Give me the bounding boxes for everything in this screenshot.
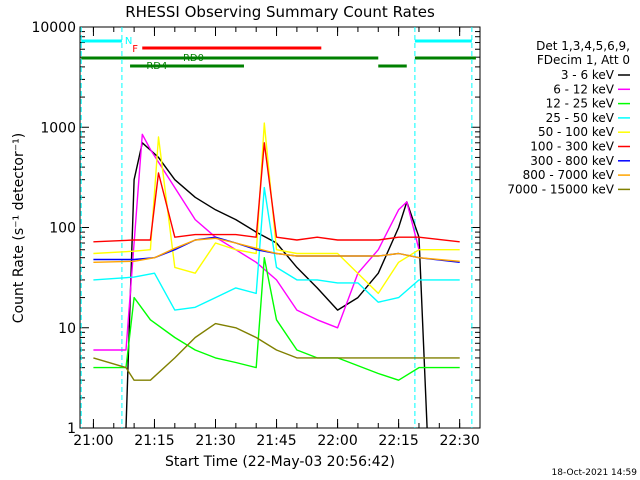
x-axis: 21:00 21:15 21:30 21:45 22:00 22:15 22:30 [73,27,481,449]
y-tick-label: 1000 [40,120,76,136]
legend: Det 1,3,4,5,6,9, FDecim 1, Att 0 3 - 6 k… [507,39,630,196]
flag-label: F [132,44,138,55]
x-tick-label: 21:00 [73,433,113,449]
y-axis: 1 10 100 1000 10000 [31,20,480,437]
y-tick-label: 10 [58,321,76,337]
legend-entry: 50 - 100 keV [538,125,615,139]
observing-flags: NF RD0 RD4 [80,27,476,428]
x-tick-label: 22:00 [317,433,357,449]
series-lines [93,122,460,429]
series-line [93,237,460,263]
legend-entry: 3 - 6 keV [561,68,615,82]
y-tick-label: 100 [49,221,76,237]
series-line [93,133,420,351]
legend-entry: 300 - 800 keV [530,154,614,168]
chart-title: RHESSI Observing Summary Count Rates [125,3,435,21]
legend-entry: 800 - 7000 keV [523,168,615,182]
series-line [93,322,460,381]
y-tick-label: 1 [67,421,76,437]
legend-header-line-2: FDecim 1, Att 0 [537,53,630,67]
legend-entry: 7000 - 15000 keV [507,182,614,196]
y-axis-label: Count Rate (s⁻¹ detector⁻¹) [11,133,27,323]
flag-label: RD4 [146,61,167,72]
legend-entry: 100 - 300 keV [530,140,614,154]
legend-entry: 12 - 25 keV [546,97,615,111]
series-line [125,142,428,429]
flag-label: N [125,36,132,47]
series-line [93,186,460,311]
x-tick-label: 22:15 [378,433,418,449]
plot-area: 1 10 100 1000 10000 21:00 21:15 21:30 21:45 22:0… [31,20,481,449]
timestamp: 18-Oct-2021 14:59 [552,468,638,478]
legend-entry: 6 - 12 keV [553,82,615,96]
legend-entry: 25 - 50 keV [546,111,615,125]
flag-label: RD0 [183,53,204,64]
y-tick-label: 10000 [31,20,76,36]
series-line [93,142,460,243]
legend-header-line-1: Det 1,3,4,5,6,9, [536,39,630,53]
x-tick-label: 21:15 [134,433,174,449]
x-tick-label: 21:45 [256,433,296,449]
x-axis-label: Start Time (22-May-03 20:56:42) [165,454,395,470]
series-line [93,257,460,381]
x-tick-label: 21:30 [195,433,235,449]
x-tick-label: 22:30 [439,433,479,449]
